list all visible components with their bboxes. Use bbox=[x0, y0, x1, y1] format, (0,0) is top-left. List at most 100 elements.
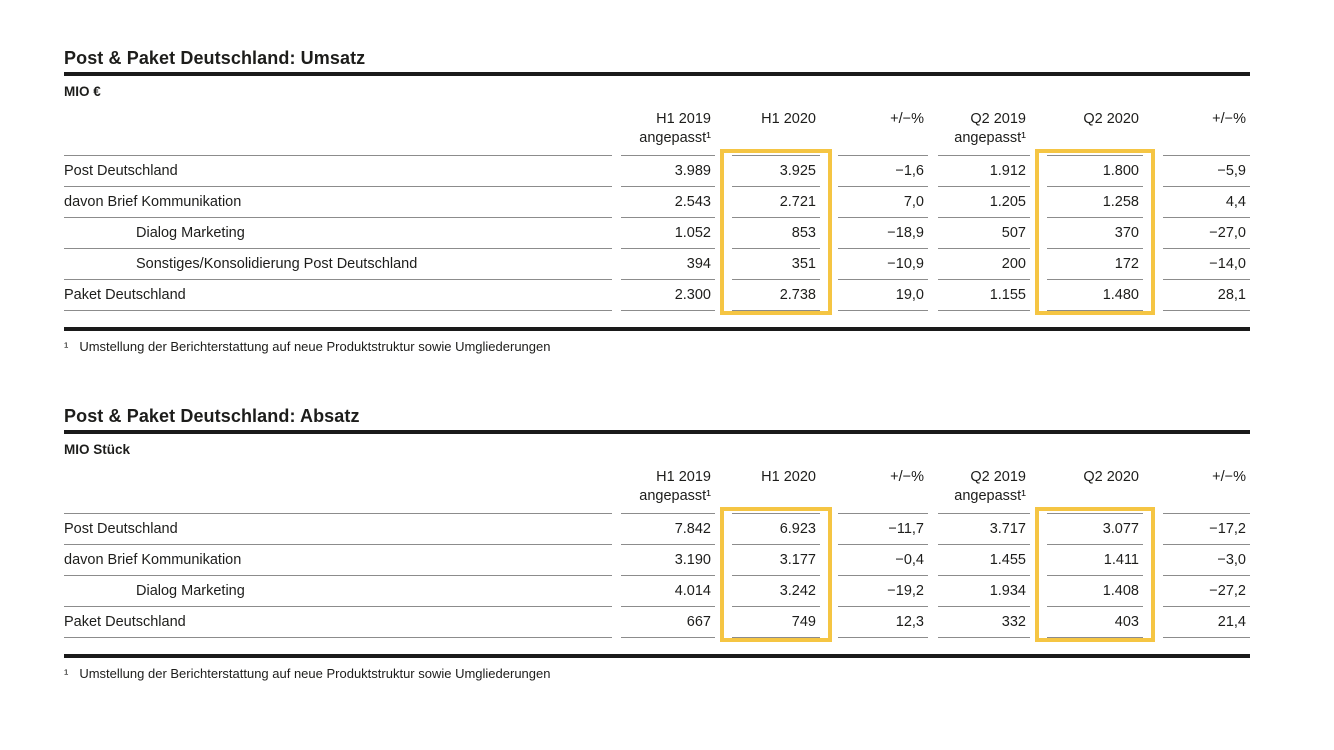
cell-value: 1.155 bbox=[938, 280, 1030, 311]
column-header: H1 2020 bbox=[732, 464, 820, 514]
bottom-rule bbox=[64, 327, 1250, 331]
table-rows: Post Deutschland 7.842 6.923 −11,7 3.717 3.07… bbox=[64, 514, 1250, 638]
cell-value: −5,9 bbox=[1163, 156, 1250, 187]
column-header: +/−% bbox=[1163, 106, 1250, 156]
cell-value: 1.408 bbox=[1047, 576, 1143, 607]
table-rows: Post Deutschland 3.989 3.925 −1,6 1.912 1.800… bbox=[64, 156, 1250, 311]
cell-value: 1.480 bbox=[1047, 280, 1143, 311]
table-unit-label: MIO Stück bbox=[64, 442, 131, 457]
cell-value: −27,0 bbox=[1163, 218, 1250, 249]
cell-value: −0,4 bbox=[838, 545, 928, 576]
cell-value: −1,6 bbox=[838, 156, 928, 187]
footnote-marker: ¹ bbox=[64, 666, 69, 681]
footnote: ¹ Umstellung der Berichterstattung auf ne… bbox=[64, 666, 1250, 682]
table-row: Sonstiges/Konsolidierung Post Deutschlan… bbox=[64, 249, 1250, 280]
cell-value: 172 bbox=[1047, 249, 1143, 280]
row-label: Dialog Marketing bbox=[64, 218, 612, 249]
table-row: Post Deutschland 7.842 6.923 −11,7 3.717 3.07… bbox=[64, 514, 1250, 545]
cell-value: 370 bbox=[1047, 218, 1143, 249]
column-header: H1 2019 angepasst¹ bbox=[621, 464, 715, 514]
cell-value: 7,0 bbox=[838, 187, 928, 218]
cell-value: 1.800 bbox=[1047, 156, 1143, 187]
cell-value: −14,0 bbox=[1163, 249, 1250, 280]
table-header-row: H1 2019 angepasst¹ H1 2020 +/−% Q2 2019 angep… bbox=[64, 106, 1250, 156]
cell-value: 3.717 bbox=[938, 514, 1030, 545]
table-row: Post Deutschland 3.989 3.925 −1,6 1.912 1.800… bbox=[64, 156, 1250, 187]
table-row: Dialog Marketing 4.014 3.242 −19,2 1.934 1.40… bbox=[64, 576, 1250, 607]
cell-value: 403 bbox=[1047, 607, 1143, 638]
column-header: +/−% bbox=[838, 106, 928, 156]
cell-value: 2.543 bbox=[621, 187, 715, 218]
cell-value: 12,3 bbox=[838, 607, 928, 638]
cell-value: 351 bbox=[732, 249, 820, 280]
row-label: Paket Deutschland bbox=[64, 607, 612, 638]
cell-value: 394 bbox=[621, 249, 715, 280]
cell-value: 19,0 bbox=[838, 280, 928, 311]
column-header: H1 2020 bbox=[732, 106, 820, 156]
cell-value: 3.989 bbox=[621, 156, 715, 187]
footnote-text: Umstellung der Berichterstattung auf neu… bbox=[79, 339, 551, 354]
cell-value: 28,1 bbox=[1163, 280, 1250, 311]
table-row: Paket Deutschland 667 749 12,3 332 403 21,4 bbox=[64, 607, 1250, 638]
cell-value: 4.014 bbox=[621, 576, 715, 607]
cell-value: −3,0 bbox=[1163, 545, 1250, 576]
cell-value: −10,9 bbox=[838, 249, 928, 280]
row-label: davon Brief Kommunikation bbox=[64, 545, 612, 576]
cell-value: 3.242 bbox=[732, 576, 820, 607]
column-header: H1 2019 angepasst¹ bbox=[621, 106, 715, 156]
cell-value: 7.842 bbox=[621, 514, 715, 545]
cell-value: 1.205 bbox=[938, 187, 1030, 218]
table-title: Post & Paket Deutschland: Umsatz bbox=[64, 48, 366, 68]
table-header-row: H1 2019 angepasst¹ H1 2020 +/−% Q2 2019 angep… bbox=[64, 464, 1250, 514]
cell-value: 1.052 bbox=[621, 218, 715, 249]
table-title: Post & Paket Deutschland: Absatz bbox=[64, 406, 360, 426]
column-header: Q2 2019 angepasst¹ bbox=[938, 464, 1030, 514]
cell-value: 21,4 bbox=[1163, 607, 1250, 638]
footnote: ¹ Umstellung der Berichterstattung auf ne… bbox=[64, 339, 1250, 355]
footnote-text: Umstellung der Berichterstattung auf neu… bbox=[79, 666, 551, 681]
table-row: Paket Deutschland 2.300 2.738 19,0 1.155 1.48… bbox=[64, 280, 1250, 311]
cell-value: 2.300 bbox=[621, 280, 715, 311]
column-header-label bbox=[64, 464, 612, 514]
table-row: davon Brief Kommunikation 3.190 3.177 −0,4 1… bbox=[64, 545, 1250, 576]
row-label: Sonstiges/Konsolidierung Post Deutschlan… bbox=[64, 249, 612, 280]
cell-value: 332 bbox=[938, 607, 1030, 638]
row-label: Post Deutschland bbox=[64, 156, 612, 187]
cell-value: 1.411 bbox=[1047, 545, 1143, 576]
cell-value: 507 bbox=[938, 218, 1030, 249]
cell-value: 3.077 bbox=[1047, 514, 1143, 545]
column-header: Q2 2019 angepasst¹ bbox=[938, 106, 1030, 156]
column-header: +/−% bbox=[838, 464, 928, 514]
cell-value: 853 bbox=[732, 218, 820, 249]
cell-value: 3.925 bbox=[732, 156, 820, 187]
cell-value: 2.738 bbox=[732, 280, 820, 311]
bottom-rule bbox=[64, 654, 1250, 658]
cell-value: 1.934 bbox=[938, 576, 1030, 607]
row-label: Paket Deutschland bbox=[64, 280, 612, 311]
cell-value: 200 bbox=[938, 249, 1030, 280]
table-block-2: Post & Paket Deutschland: Absatz MIO Stü… bbox=[64, 406, 1250, 682]
cell-value: 1.455 bbox=[938, 545, 1030, 576]
table-block-1: Post & Paket Deutschland: Umsatz MIO € H… bbox=[64, 48, 1250, 355]
cell-value: 6.923 bbox=[732, 514, 820, 545]
cell-value: 2.721 bbox=[732, 187, 820, 218]
cell-value: 1.258 bbox=[1047, 187, 1143, 218]
column-header-label bbox=[64, 106, 612, 156]
table-row: Dialog Marketing 1.052 853 −18,9 507 370 −27,0 bbox=[64, 218, 1250, 249]
table-row: davon Brief Kommunikation 2.543 2.721 7,0 1.… bbox=[64, 187, 1250, 218]
column-header: Q2 2020 bbox=[1047, 106, 1143, 156]
cell-value: −18,9 bbox=[838, 218, 928, 249]
cell-value: 3.177 bbox=[732, 545, 820, 576]
cell-value: 3.190 bbox=[621, 545, 715, 576]
cell-value: −19,2 bbox=[838, 576, 928, 607]
column-header: +/−% bbox=[1163, 464, 1250, 514]
cell-value: 4,4 bbox=[1163, 187, 1250, 218]
row-label: davon Brief Kommunikation bbox=[64, 187, 612, 218]
title-rule bbox=[64, 430, 1250, 434]
row-label: Dialog Marketing bbox=[64, 576, 612, 607]
cell-value: −27,2 bbox=[1163, 576, 1250, 607]
cell-value: −17,2 bbox=[1163, 514, 1250, 545]
cell-value: −11,7 bbox=[838, 514, 928, 545]
table-unit-label: MIO € bbox=[64, 84, 101, 99]
